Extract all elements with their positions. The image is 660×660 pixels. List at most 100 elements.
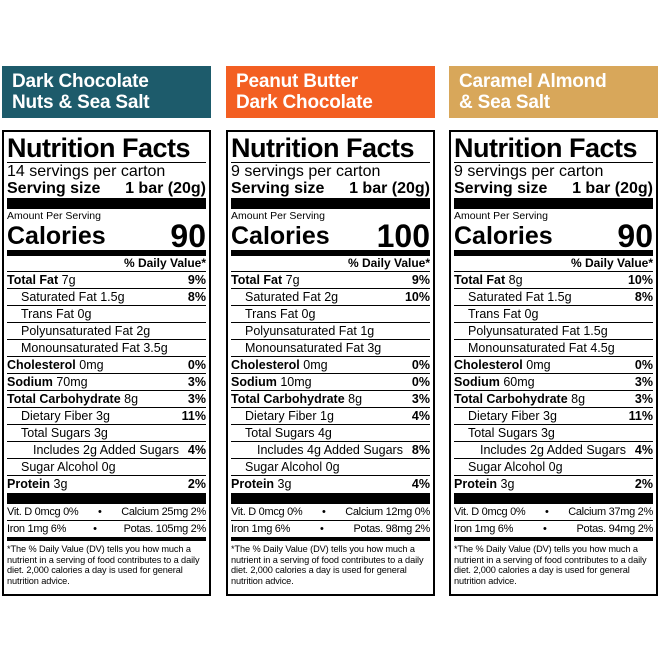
nutrient-amount: 3g [500,477,515,491]
serving-size-value: 1 bar (20g) [125,180,206,197]
nutrient-amount: 2g [324,290,339,304]
product-name-line1: Peanut Butter [236,71,358,92]
nutrient-name: Saturated Fat 1.5g [7,289,125,305]
serving-size-value: 1 bar (20g) [349,180,430,197]
nutrient-amount: 0g [548,460,563,474]
nutrition-facts-label: Nutrition Facts 9 servings per carton Se… [226,130,435,596]
nutrient-name: Sugar Alcohol 0g [454,459,563,475]
nutrient-amount: 1g [320,409,334,423]
nutrient-daily-value: 0% [634,358,653,372]
nutrient-name: Sodium 60mg [454,374,535,390]
serving-size-value: 1 bar (20g) [572,180,653,197]
nutrient-name: Trans Fat 0g [231,306,315,322]
nutrient-amount: 3g [543,409,557,423]
nutrient-label: Polyunsaturated Fat [468,324,580,338]
divider-thick [7,198,206,209]
nutrient-label: Total Sugars [468,426,538,440]
nutrient-label: Protein [231,477,275,491]
nutrient-row: Dietary Fiber 3g 11% [454,407,653,424]
daily-value-header: % Daily Value* [231,256,430,272]
bullet: • [98,506,102,518]
nutrient-name: Protein 3g [454,476,514,492]
nutrient-name: Total Sugars 3g [454,425,555,441]
nutrient-row: Dietary Fiber 1g 4% [231,407,430,424]
nutrient-name: Total Fat 7g [231,272,300,288]
nutrient-row: Total Fat 7g 9% [231,272,430,288]
divider-thick [454,493,653,504]
nutrient-daily-value: 2% [634,477,653,491]
nutrient-rows: Total Fat 8g 10% Saturated Fat 1.5g 8% Trans… [454,272,653,492]
nutrient-label: Cholesterol [231,358,300,372]
nutrient-daily-value: 4% [634,443,653,457]
nutrient-daily-value: 3% [411,392,430,406]
serving-size: Serving size 1 bar (20g) [231,180,430,197]
potassium: Potas. 94mg 2% [576,523,653,535]
nutrient-name: Dietary Fiber 3g [7,408,110,424]
nutrient-name: Protein 3g [231,476,291,492]
vitamin-d: Vit. D 0mcg 0% [7,506,79,518]
iron: Iron 1mg 6% [454,523,514,535]
amount-per-serving: Amount Per Serving [454,210,548,222]
nutrient-amount: 3.5g [143,341,168,355]
bullet: • [543,523,547,535]
servings-per-container: 9 servings per carton [231,163,381,180]
nutrient-name: Polyunsaturated Fat 1.5g [454,323,608,339]
potassium: Potas. 105mg 2% [123,523,207,535]
daily-value-header: % Daily Value* [7,256,206,272]
nutrient-name: Total Carbohydrate 8g [454,391,585,407]
calcium: Calcium 37mg 2% [568,506,653,518]
nutrient-label: Sodium [231,375,277,389]
mineral-row: Iron 1mg 6% • Potas. 94mg 2% [454,520,653,537]
calories-label: Calories [454,222,553,250]
nutrient-label: Trans Fat [468,307,522,321]
servings-per-container: 14 servings per carton [7,163,166,180]
label-title: Nutrition Facts [7,134,206,163]
nutrient-label: Polyunsaturated Fat [245,324,357,338]
nutrient-row: Saturated Fat 2g 10% [231,288,430,305]
nutrient-amount: 8g [571,392,586,406]
divider-thick [231,198,430,209]
nutrient-row: Total Carbohydrate 8g 3% [7,390,206,407]
vitamin-row: Vit. D 0mcg 0% • Calcium 25mg 2% [7,504,206,520]
serving-size-label: Serving size [231,180,325,197]
nutrient-daily-value: 10% [627,273,653,287]
nutrient-label: Total Carbohydrate [454,392,568,406]
product-column: Dark Chocolate Nuts & Sea Salt Nutrition… [2,66,211,596]
divider-thick [231,493,430,504]
divider-medium [231,250,430,256]
nutrient-label: Protein [7,477,51,491]
nutrient-label: Includes 2g Added Sugars [480,443,626,457]
product-name-line1: Caramel Almond [459,71,607,92]
nutrient-row: Monounsaturated Fat 3g [231,339,430,356]
nutrient-row: Monounsaturated Fat 4.5g [454,339,653,356]
nutrient-label: Dietary Fiber [21,409,93,423]
nutrient-label: Dietary Fiber [468,409,540,423]
vitamin-row: Vit. D 0mcg 0% • Calcium 37mg 2% [454,504,653,520]
nutrient-row: Protein 3g 2% [7,475,206,492]
nutrient-label: Trans Fat [245,307,299,321]
nutrient-daily-value: 9% [187,273,206,287]
nutrient-name: Saturated Fat 2g [231,289,338,305]
nutrition-facts-label: Nutrition Facts 9 servings per carton Se… [449,130,658,596]
iron: Iron 1mg 6% [7,523,67,535]
serving-size-label: Serving size [454,180,548,197]
label-title: Nutrition Facts [454,134,653,163]
nutrient-label: Total Carbohydrate [231,392,345,406]
divider-thin [7,537,206,541]
amount-per-serving: Amount Per Serving [231,210,325,222]
nutrient-row: Cholesterol 0mg 0% [7,356,206,373]
nutrient-label: Sodium [454,375,500,389]
servings-per-container: 9 servings per carton [454,163,604,180]
nutrient-amount: 4.5g [590,341,615,355]
nutrient-row: Sodium 60mg 3% [454,373,653,390]
nutrient-label: Protein [454,477,498,491]
nutrient-row: Sugar Alcohol 0g [7,458,206,475]
nutrient-name: Polyunsaturated Fat 2g [7,323,150,339]
nutrient-label: Includes 4g Added Sugars [257,443,403,457]
nutrient-daily-value: 0% [187,358,206,372]
nutrient-label: Cholesterol [454,358,523,372]
nutrient-daily-value: 8% [187,290,206,304]
nutrient-label: Saturated Fat [21,290,97,304]
nutrient-name: Total Fat 7g [7,272,76,288]
bullet: • [93,523,97,535]
